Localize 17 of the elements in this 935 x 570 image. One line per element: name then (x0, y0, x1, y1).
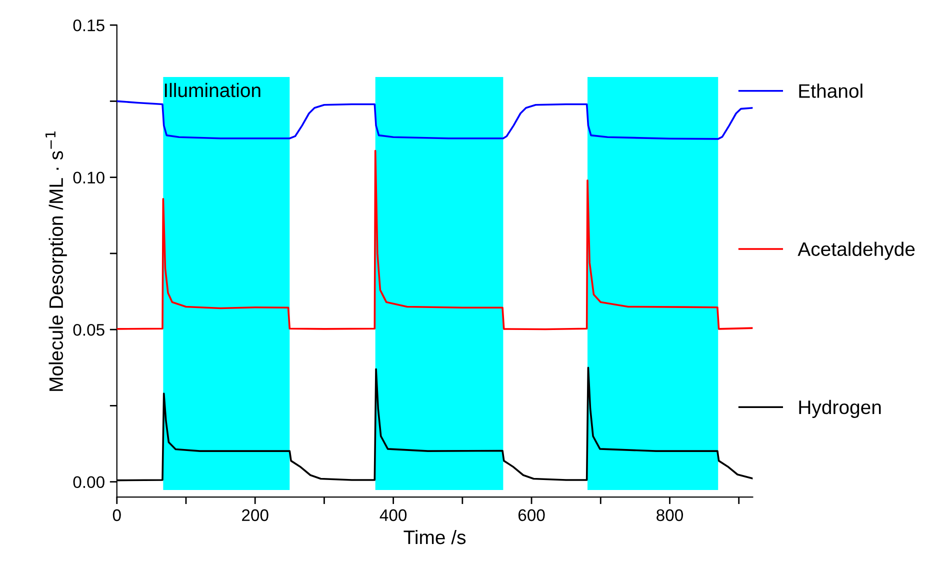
x-tick-label: 0 (112, 509, 121, 522)
band-label: Illumination (164, 82, 260, 98)
x-tick-label: 400 (380, 509, 407, 522)
y-tick-label: 0.00 (73, 476, 104, 488)
line-series (116, 100, 753, 140)
legend-label: Ethanol (799, 84, 862, 98)
line-series (116, 150, 753, 330)
legend-label: Hydrogen (799, 400, 881, 418)
x-tick-label: 800 (656, 509, 683, 522)
y-tick-label: 0.10 (73, 172, 104, 184)
x-axis-title: Time /s (404, 530, 466, 544)
y-tick-label: 0.15 (73, 19, 104, 32)
legend-label: Acetaldehyde (798, 242, 915, 260)
x-tick-label: 600 (518, 509, 545, 522)
y-tick-label: 0.05 (73, 324, 104, 336)
y-axis-title: Molecule Desorption /ML · s$^{−1}$ (45, 131, 67, 391)
x-tick-label: 200 (242, 509, 268, 522)
